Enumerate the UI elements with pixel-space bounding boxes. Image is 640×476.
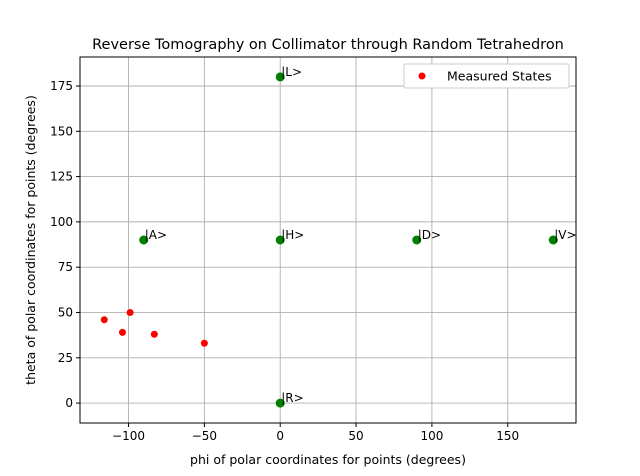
chart-title: Reverse Tomography on Collimator through…	[92, 37, 564, 53]
measured-state-point	[100, 316, 108, 324]
measured-state-point	[150, 330, 158, 338]
x-tick-label: −100	[112, 429, 145, 443]
x-tick-label: 100	[420, 429, 443, 443]
y-tick-label: 175	[50, 79, 73, 93]
measured-state-point	[126, 308, 134, 316]
reference-state-point	[139, 235, 149, 245]
point-label: |V>	[554, 228, 576, 242]
axis-ticks: −100 −50 0 50 100 150 0 25 50 75 100 125 150 175	[50, 79, 519, 443]
y-tick-label: 50	[58, 305, 73, 319]
y-tick-label: 0	[65, 396, 73, 410]
point-label: |H>	[281, 228, 304, 242]
y-tick-label: 100	[50, 215, 73, 229]
y-tick-label: 125	[50, 170, 73, 184]
measured-state-point	[118, 328, 126, 336]
point-label: |D>	[418, 228, 441, 242]
x-tick-label: 0	[276, 429, 284, 443]
measured-state-point	[200, 339, 208, 347]
x-tick-label: 50	[348, 429, 363, 443]
x-axis-label: phi of polar coordinates for points (deg…	[190, 452, 466, 467]
y-tick-label: 25	[58, 351, 73, 365]
x-tick-label: 150	[496, 429, 519, 443]
legend-label: Measured States	[447, 69, 552, 84]
reference-state-point	[275, 72, 285, 82]
x-tick-label: −50	[192, 429, 217, 443]
point-label: |R>	[281, 391, 303, 405]
reference-state-point	[548, 235, 558, 245]
point-annotations: |L> |A> |H> |D> |V> |R>	[145, 65, 577, 405]
plot-frame	[79, 56, 577, 424]
y-axis-label: theta of polar coordinates for points (d…	[23, 95, 38, 385]
reference-state-point	[412, 235, 422, 245]
point-label: |A>	[145, 228, 167, 242]
point-label: |L>	[281, 65, 302, 79]
y-tick-label: 150	[50, 124, 73, 138]
legend-box	[403, 63, 570, 89]
legend-marker	[418, 72, 426, 80]
plot-points	[100, 72, 558, 408]
y-tick-label: 75	[58, 260, 73, 274]
reference-state-point	[275, 398, 285, 408]
reference-state-point	[275, 235, 285, 245]
legend: Measured States	[403, 63, 570, 89]
